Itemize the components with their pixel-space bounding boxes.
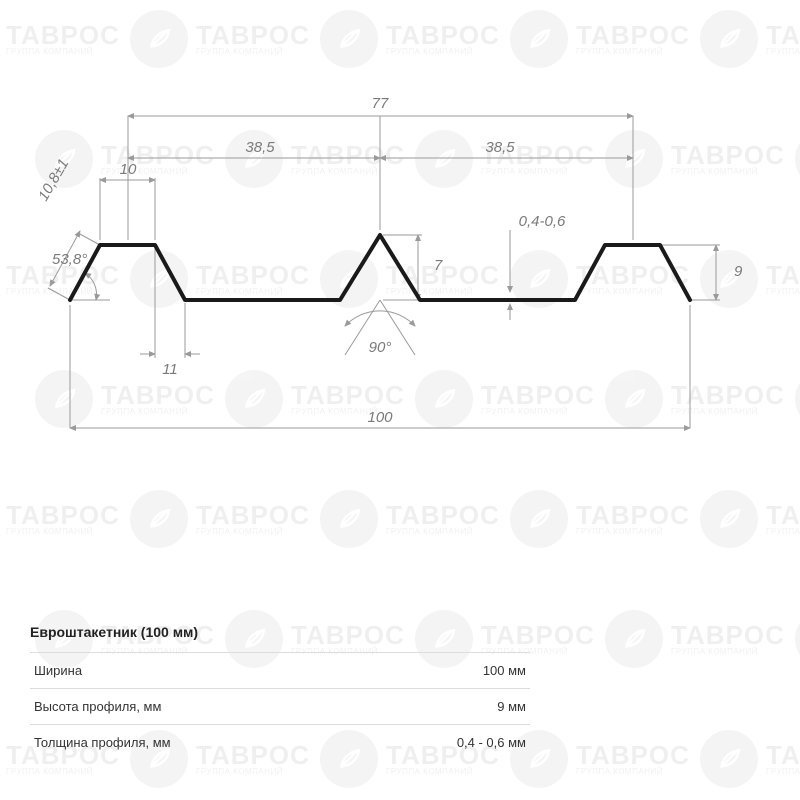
spec-label: Ширина [34, 663, 82, 678]
spec-row-width: Ширина 100 мм [30, 652, 530, 688]
dim-100: 100 [367, 409, 393, 426]
dim-9: 9 [734, 263, 743, 280]
spec-value: 9 мм [497, 699, 526, 714]
dim-538: 53,8° [52, 251, 87, 268]
profile-diagram: 77 38,5 38,5 10 10,8±1 53,8° 0,4-0,6 7 9… [40, 90, 760, 490]
spec-value: 0,4 - 0,6 мм [457, 735, 526, 750]
spec-row-height: Высота профиля, мм 9 мм [30, 688, 530, 724]
spec-value: 100 мм [483, 663, 526, 678]
dim-11: 11 [162, 361, 178, 378]
dim-385b: 38,5 [485, 139, 515, 156]
dim-90: 90° [369, 339, 392, 356]
spec-label: Высота профиля, мм [34, 699, 161, 714]
spec-title: Евроштакетник (100 мм) [30, 616, 530, 652]
dim-385a: 38,5 [245, 139, 275, 156]
spec-row-thickness: Толщина профиля, мм 0,4 - 0,6 мм [30, 724, 530, 760]
profile-polyline [70, 235, 690, 300]
dim-77: 77 [372, 95, 389, 112]
dim-10: 10 [120, 161, 137, 178]
dim-046: 0,4-0,6 [519, 213, 566, 230]
spec-table: Евроштакетник (100 мм) Ширина 100 мм Выс… [30, 616, 530, 760]
dim-108: 10,8±1 [40, 156, 72, 204]
spec-label: Толщина профиля, мм [34, 735, 171, 750]
dim-7: 7 [434, 257, 443, 274]
